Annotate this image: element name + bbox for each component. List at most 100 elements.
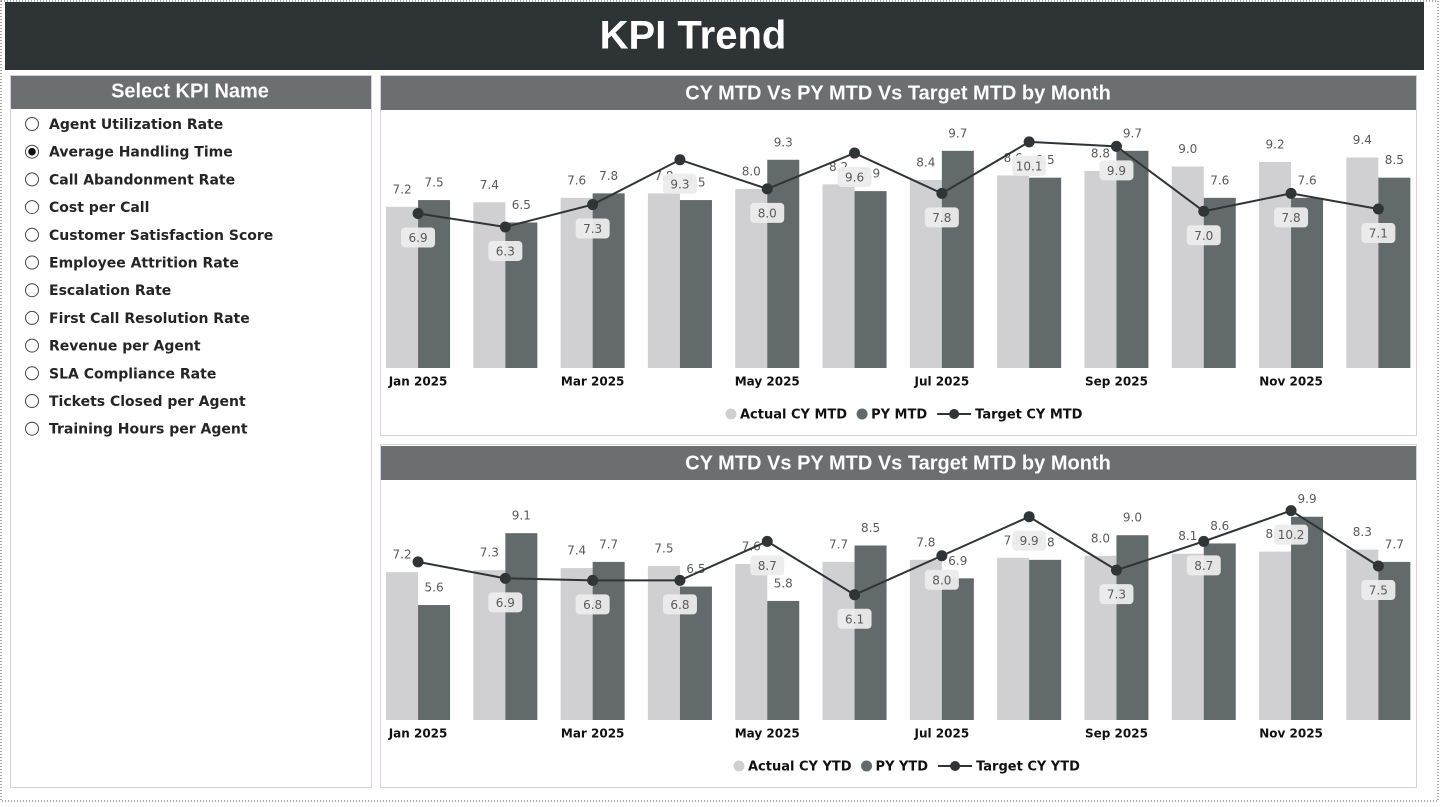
bar: [1291, 516, 1324, 720]
bar: [592, 561, 625, 720]
data-label: 7.8: [916, 535, 935, 549]
radio-button[interactable]: [25, 421, 39, 436]
data-label: 7.0: [1194, 229, 1213, 243]
slicer-panel: [10, 75, 372, 788]
bar: [822, 561, 855, 720]
slicer-item[interactable]: Call Abandonment Rate: [49, 172, 235, 188]
radio-button[interactable]: [25, 117, 39, 131]
data-label: 6.9: [496, 596, 515, 610]
data-label: 6.5: [512, 198, 531, 212]
legend-label: Target CY YTD: [976, 760, 1080, 775]
legend-marker: [725, 408, 737, 420]
data-label: 6.5: [686, 562, 705, 576]
x-tick-label: Nov 2025: [1259, 375, 1323, 389]
slicer-item[interactable]: SLA Compliance Rate: [49, 366, 216, 382]
data-label: 9.7: [948, 126, 967, 140]
bar: [1171, 553, 1204, 720]
radio-button[interactable]: [25, 338, 39, 353]
slicer-item[interactable]: Employee Attrition Rate: [49, 256, 239, 272]
label-box: [750, 202, 785, 223]
radio-button[interactable]: [25, 283, 39, 298]
slicer-item[interactable]: First Call Resolution Rate: [49, 311, 250, 327]
bar: [822, 184, 855, 368]
radio-button[interactable]: [25, 310, 39, 325]
slicer-item[interactable]: Tickets Closed per Agent: [49, 394, 246, 410]
x-tick-label: May 2025: [735, 727, 800, 741]
label-box: [750, 555, 785, 576]
bar: [1084, 555, 1117, 720]
chart-panel: [380, 444, 1417, 788]
bar: [679, 200, 712, 368]
slicer-item[interactable]: Customer Satisfaction Score: [49, 228, 273, 244]
bar: [505, 533, 538, 720]
data-label: 6.9: [948, 554, 967, 568]
radio-button[interactable]: [25, 172, 39, 187]
bar: [1029, 177, 1062, 368]
bar: [1116, 150, 1149, 368]
target-point: [1372, 203, 1384, 215]
target-point: [412, 208, 424, 220]
label-box: [837, 608, 872, 629]
label-box: [575, 218, 610, 239]
x-tick-label: Sep 2025: [1085, 375, 1148, 389]
legend-marker: [733, 760, 745, 772]
bar: [997, 557, 1030, 720]
data-label: 8.7: [758, 559, 777, 573]
bar: [1084, 170, 1117, 368]
data-label: 7.5: [425, 176, 444, 190]
label-box: [1012, 155, 1047, 176]
data-label: 9.6: [845, 171, 864, 185]
label-box: [924, 207, 959, 228]
target-point: [412, 556, 424, 568]
label-box: [1099, 584, 1134, 605]
bar: [1346, 157, 1379, 368]
data-label: 9.3: [670, 177, 689, 191]
label-box: [1099, 160, 1134, 181]
label-box: [488, 240, 523, 261]
data-label: 9.0: [1123, 511, 1142, 525]
data-label: 7.7: [599, 537, 618, 551]
data-label: 6.8: [583, 598, 602, 612]
slicer-item[interactable]: Escalation Rate: [49, 283, 171, 299]
target-point: [849, 147, 861, 159]
bar: [647, 566, 680, 720]
label-box: [1012, 530, 1047, 551]
label-box: [837, 167, 872, 188]
radio-button[interactable]: [25, 255, 39, 270]
data-label: 7.3: [1107, 588, 1126, 602]
data-label: 7.1: [1369, 227, 1388, 241]
bar: [560, 568, 593, 720]
data-label: 7.3: [480, 546, 499, 560]
slicer-item[interactable]: Cost per Call: [49, 200, 149, 216]
target-point: [1198, 205, 1210, 217]
slicer-item[interactable]: Training Hours per Agent: [49, 422, 248, 438]
data-label: 8.3: [1353, 525, 1372, 539]
slicer-item[interactable]: Agent Utilization Rate: [49, 117, 223, 133]
target-point: [936, 550, 948, 562]
slicer-item[interactable]: Average Handling Time: [49, 145, 233, 161]
radio-button[interactable]: [25, 200, 39, 215]
target-point: [1285, 505, 1297, 517]
target-point: [1285, 187, 1297, 199]
data-label: 8.7: [1194, 559, 1213, 573]
slicer-item[interactable]: Revenue per Agent: [49, 339, 201, 355]
radio-button[interactable]: [25, 227, 39, 242]
data-label: 7.3: [583, 222, 602, 236]
bar: [854, 545, 887, 720]
bar: [1203, 197, 1236, 368]
data-label: 7.6: [567, 173, 586, 187]
target-point: [499, 572, 511, 584]
bar: [941, 150, 974, 368]
data-label: 8.0: [1091, 531, 1110, 545]
bar: [1029, 559, 1062, 720]
data-label: 9.3: [774, 135, 793, 149]
radio-button[interactable]: [25, 394, 39, 408]
slicer-header: [11, 76, 371, 109]
radio-button[interactable]: [25, 366, 39, 381]
legend-label: PY YTD: [876, 760, 929, 775]
target-point: [1023, 511, 1035, 523]
data-label: 7.4: [480, 178, 499, 192]
chart-header: [381, 446, 1416, 480]
